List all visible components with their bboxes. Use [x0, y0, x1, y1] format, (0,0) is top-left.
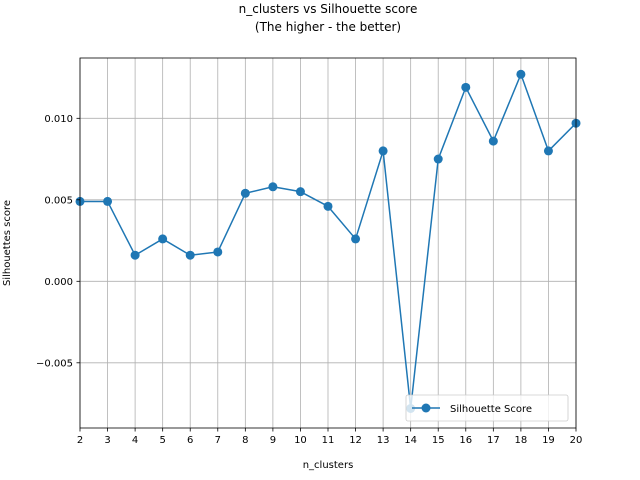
- y-tick-label: 0.000: [44, 277, 73, 288]
- x-tick-label: 8: [242, 435, 248, 446]
- x-axis-ticks: 2 3 4 5 6 7 8 9 10 11 12 13 14 15 16 17 18 19 20: [77, 428, 583, 446]
- data-point: [185, 250, 195, 260]
- y-tick-label: 0.010: [44, 114, 73, 125]
- data-point: [543, 146, 553, 156]
- data-point: [268, 182, 278, 192]
- data-point: [378, 146, 388, 156]
- legend-label: Silhouette Score: [450, 404, 532, 415]
- x-tick-label: 18: [515, 435, 528, 446]
- x-tick-label: 15: [432, 435, 445, 446]
- data-point: [130, 250, 140, 260]
- data-point: [103, 196, 113, 206]
- x-tick-label: 19: [542, 435, 555, 446]
- x-tick-label: 14: [404, 435, 417, 446]
- data-point: [295, 187, 305, 197]
- x-tick-label: 9: [270, 435, 276, 446]
- legend-box: [405, 394, 569, 422]
- data-point: [323, 201, 333, 211]
- data-point: [461, 82, 471, 92]
- x-tick-label: 7: [215, 435, 221, 446]
- x-tick-label: 11: [322, 435, 335, 446]
- series-layer: [75, 69, 581, 413]
- y-axis-title: Silhouettes score: [2, 200, 13, 286]
- chart-title-line-1: n_clusters vs Silhouette score: [239, 2, 418, 16]
- x-tick-label: 20: [570, 435, 583, 446]
- chart-title-line-2: (The higher - the better): [255, 20, 401, 34]
- y-axis-ticks: −0.005 0.000 0.005 0.010: [36, 114, 80, 369]
- x-tick-label: 3: [104, 435, 110, 446]
- x-tick-label: 16: [459, 435, 472, 446]
- data-point: [351, 234, 361, 244]
- x-tick-label: 6: [187, 435, 193, 446]
- y-tick-label: 0.005: [44, 195, 73, 206]
- x-tick-label: 17: [487, 435, 500, 446]
- data-point: [516, 69, 526, 79]
- data-point: [433, 154, 443, 164]
- data-point: [213, 247, 223, 257]
- legend: Silhouette Score: [405, 394, 569, 422]
- y-tick-label: −0.005: [36, 358, 73, 369]
- data-point: [488, 136, 498, 146]
- x-tick-label: 5: [159, 435, 165, 446]
- x-axis-title: n_clusters: [303, 460, 354, 471]
- x-tick-label: 12: [349, 435, 362, 446]
- x-tick-label: 2: [77, 435, 83, 446]
- x-tick-label: 4: [132, 435, 138, 446]
- legend-marker-swatch: [421, 403, 431, 413]
- data-point: [158, 234, 168, 244]
- x-tick-label: 13: [377, 435, 390, 446]
- x-tick-label: 10: [294, 435, 307, 446]
- data-point: [240, 188, 250, 198]
